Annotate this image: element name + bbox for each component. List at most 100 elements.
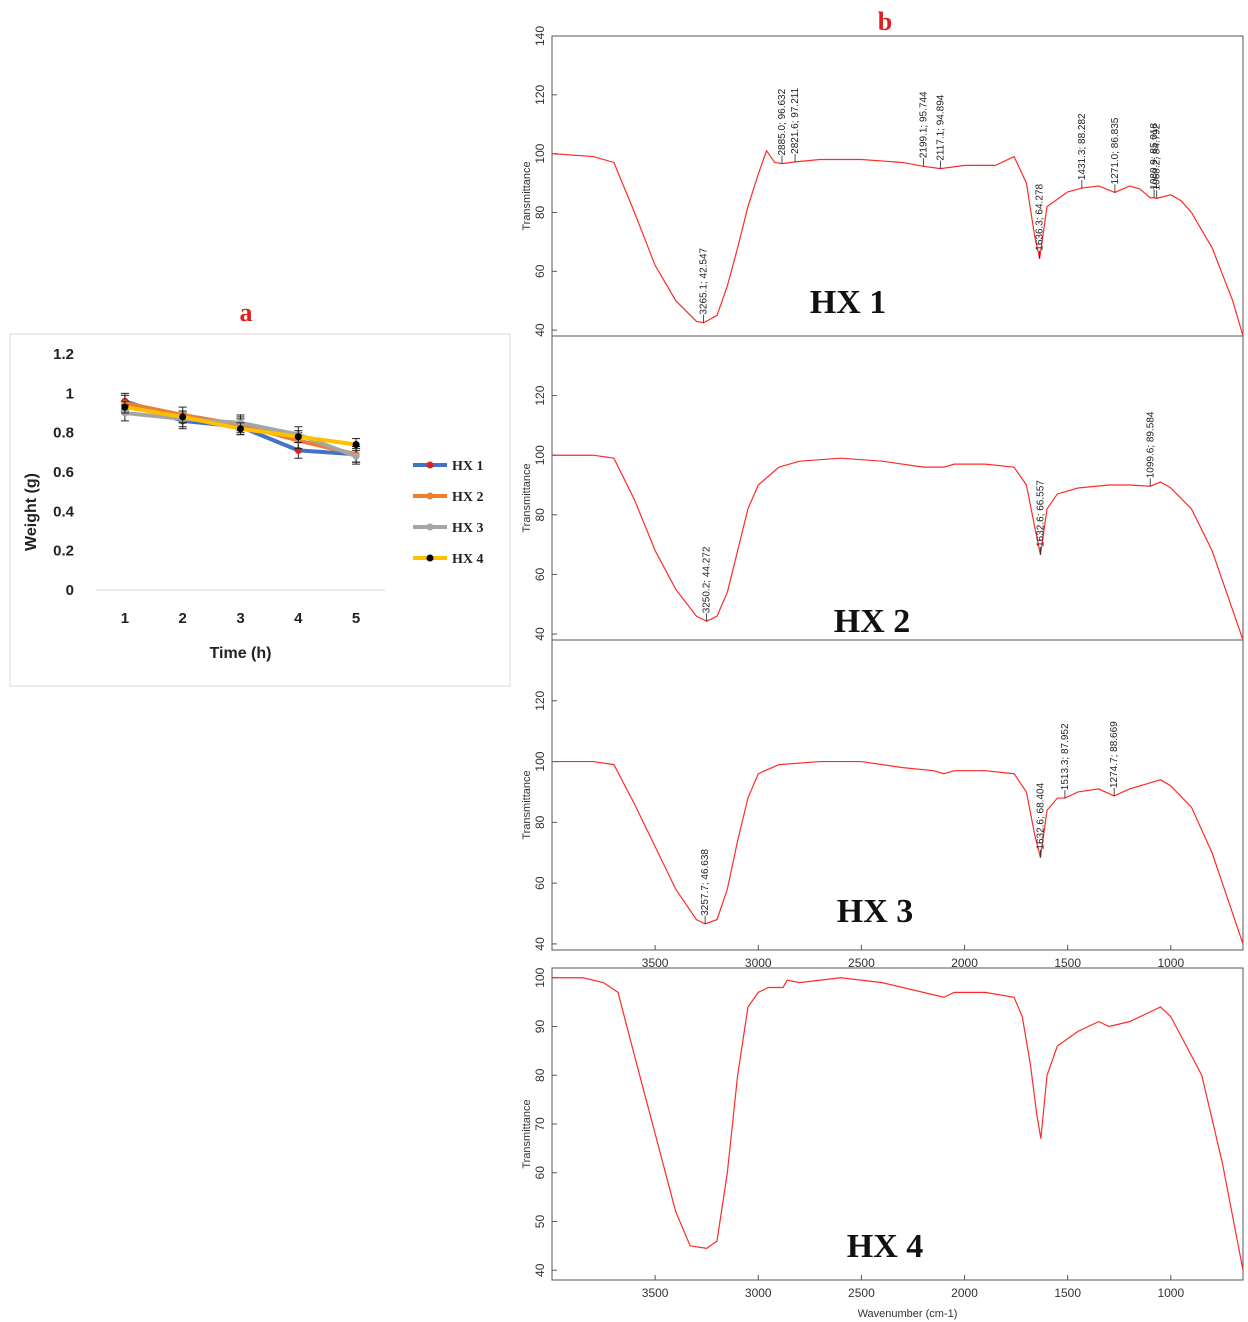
legend-label: HX 3 bbox=[452, 521, 484, 536]
y-tick-label: 90 bbox=[533, 1020, 547, 1034]
y-axis-title: Weight (g) bbox=[23, 473, 40, 551]
legend-marker bbox=[426, 523, 434, 531]
y-tick-label: 40 bbox=[533, 323, 547, 337]
x-tick-label: 1 bbox=[121, 610, 129, 627]
x-tick-label: 1000 bbox=[1157, 1286, 1184, 1300]
x-tick-label: 2000 bbox=[951, 1286, 978, 1300]
legend-label: HX 2 bbox=[452, 490, 484, 505]
spectrum-line bbox=[552, 760, 1244, 945]
x-tick-label: 3 bbox=[236, 610, 244, 627]
x-axis-title: Time (h) bbox=[210, 645, 272, 662]
x-tick-label: 2000 bbox=[951, 956, 978, 970]
y-tick-label: 120 bbox=[533, 385, 547, 405]
legend-marker bbox=[426, 461, 434, 469]
peak-label: 1632.6; 66.557 bbox=[1035, 480, 1046, 547]
peak-label: 1513.3; 87.952 bbox=[1060, 723, 1071, 790]
peak-label: 2199.1; 95.744 bbox=[918, 91, 929, 158]
y-tick-label: 100 bbox=[533, 967, 547, 987]
peak-label: 1068.2; 84.792 bbox=[1152, 123, 1163, 190]
data-point bbox=[237, 425, 244, 433]
peak-label: 2117.1; 94.894 bbox=[935, 94, 946, 160]
y-axis-title: Transmittance bbox=[521, 1099, 533, 1168]
legend-label: HX 1 bbox=[452, 459, 484, 474]
data-point bbox=[352, 452, 360, 460]
data-point bbox=[294, 433, 302, 441]
y-tick-label: 60 bbox=[533, 264, 547, 278]
y-tick-label: 100 bbox=[533, 143, 547, 163]
peak-label: 1636.3; 64.278 bbox=[1035, 184, 1046, 251]
peak-label: 1099.6; 89.584 bbox=[1145, 411, 1156, 478]
y-tick-label: 0.6 bbox=[53, 464, 74, 481]
x-tick-label: 2 bbox=[179, 610, 187, 627]
y-tick-label: 60 bbox=[533, 567, 547, 581]
legend-marker bbox=[426, 554, 434, 562]
x-tick-label: 5 bbox=[352, 610, 360, 627]
y-tick-label: 60 bbox=[533, 876, 547, 890]
y-tick-label: 80 bbox=[533, 508, 547, 522]
x-tick-label: 3500 bbox=[642, 956, 669, 970]
y-tick-label: 1 bbox=[66, 385, 74, 402]
x-tick-label: 2500 bbox=[848, 956, 875, 970]
y-tick-label: 1.2 bbox=[53, 346, 74, 363]
y-axis-title: Transmittance bbox=[521, 770, 533, 839]
spectrum-frame bbox=[551, 335, 1244, 641]
spectrum-frame bbox=[551, 35, 1244, 337]
data-point bbox=[352, 440, 360, 448]
peak-label: 1431.3; 88.282 bbox=[1077, 113, 1088, 180]
peak-label: 1632.6; 68.404 bbox=[1035, 782, 1046, 849]
y-tick-label: 120 bbox=[533, 84, 547, 104]
legend-label: HX 4 bbox=[452, 552, 484, 567]
peak-label: 3257.7; 46.638 bbox=[700, 849, 711, 916]
x-axis-title: Wavenumber (cm-1) bbox=[858, 1308, 958, 1320]
x-tick-label: 3500 bbox=[642, 1286, 669, 1300]
spectrum-line bbox=[552, 977, 1244, 1271]
peak-label: 3250.2; 44.272 bbox=[702, 546, 713, 613]
data-point bbox=[121, 403, 129, 411]
y-tick-label: 100 bbox=[533, 751, 547, 771]
y-tick-label: 70 bbox=[533, 1117, 547, 1131]
x-tick-label: 3000 bbox=[745, 1286, 772, 1300]
y-tick-label: 80 bbox=[533, 815, 547, 829]
spectrum-label: HX 3 bbox=[837, 893, 914, 930]
y-tick-label: 0.8 bbox=[53, 425, 74, 442]
x-tick-label: 1000 bbox=[1157, 956, 1184, 970]
y-tick-label: 50 bbox=[533, 1215, 547, 1229]
y-tick-label: 100 bbox=[533, 445, 547, 465]
x-tick-label: 2500 bbox=[848, 1286, 875, 1300]
y-tick-label: 120 bbox=[533, 690, 547, 710]
y-tick-label: 140 bbox=[533, 26, 547, 46]
panel-a-frame bbox=[9, 333, 511, 687]
peak-label: 2821.6; 97.211 bbox=[790, 87, 801, 153]
ftir-spectra: 40 60 80 100 120 140 Transmittance 3265.1; 42.5… bbox=[521, 26, 1244, 1320]
weight-chart: 0 0.2 0.4 0.6 0.8 1 1.2 1 2 3 4 5 Time (h) Weight (g)… bbox=[23, 346, 484, 662]
peak-label: 1274.7; 88.669 bbox=[1109, 721, 1120, 788]
y-tick-label: 80 bbox=[533, 1068, 547, 1082]
spectrum-label: HX 1 bbox=[810, 284, 887, 321]
x-tick-label: 3000 bbox=[745, 956, 772, 970]
spectrum-label: HX 4 bbox=[847, 1228, 924, 1265]
x-tick-label: 1500 bbox=[1054, 956, 1081, 970]
y-tick-label: 0.4 bbox=[53, 503, 75, 520]
peak-label: 3265.1; 42.547 bbox=[699, 247, 710, 314]
spectrum-line bbox=[551, 149, 1244, 337]
spectrum-label: HX 2 bbox=[834, 603, 911, 640]
y-tick-label: 0.2 bbox=[53, 543, 74, 560]
x-tick-label: 1500 bbox=[1054, 1286, 1081, 1300]
y-axis-title: Transmittance bbox=[521, 463, 533, 532]
y-tick-label: 80 bbox=[533, 205, 547, 219]
panel-b-letter: b bbox=[878, 7, 892, 36]
legend-marker bbox=[426, 492, 434, 500]
y-tick-label: 40 bbox=[533, 1263, 547, 1277]
spectrum-frame bbox=[551, 639, 1244, 951]
y-tick-label: 40 bbox=[533, 937, 547, 951]
y-tick-label: 40 bbox=[533, 627, 547, 641]
y-axis-title: Transmittance bbox=[521, 161, 533, 230]
peak-label: 1271.0; 86.835 bbox=[1110, 117, 1121, 184]
peak-label: 2885.0; 96.632 bbox=[777, 88, 788, 155]
y-tick-label: 60 bbox=[533, 1166, 547, 1180]
data-point bbox=[179, 413, 187, 421]
peak-label: 1080.9; 85.018 bbox=[1149, 123, 1160, 190]
x-tick-label: 4 bbox=[294, 610, 303, 627]
y-tick-label: 0 bbox=[66, 582, 74, 599]
